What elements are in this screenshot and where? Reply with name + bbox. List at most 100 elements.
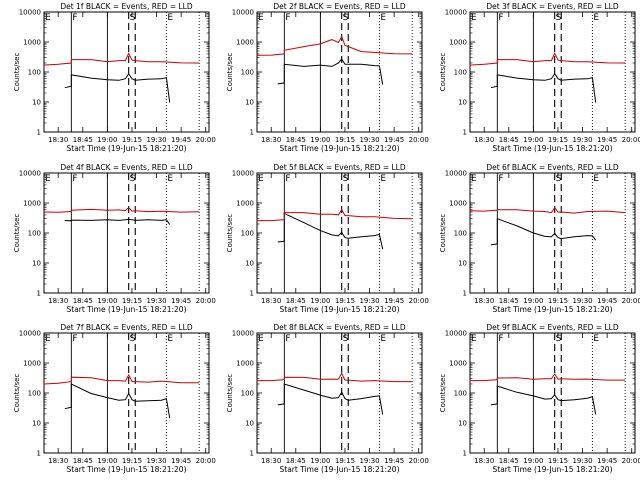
x-tick-label: 19:30 <box>146 136 166 144</box>
y-tick-label: 10000 <box>19 9 41 17</box>
lld-series-line <box>43 52 200 66</box>
lld-series-line <box>469 373 626 382</box>
detector-panel: Det 3f BLACK = Events, RED = LLD 1 10 100 10… <box>439 2 640 153</box>
event-marker-label: E <box>167 334 173 344</box>
y-tick-label: 10000 <box>445 9 467 17</box>
panel-title: Det 9f BLACK = Events, RED = LLD <box>486 323 619 332</box>
event-marker-label: E <box>258 174 264 184</box>
events-series-line <box>64 73 171 103</box>
lld-series-line <box>469 206 626 214</box>
y-tick-label: 1 <box>37 450 41 458</box>
y-axis-label: Counts/sec <box>13 214 21 253</box>
event-marker-label: S <box>130 174 136 184</box>
events-series-line <box>277 212 384 250</box>
plot-frame <box>43 11 210 133</box>
x-tick-label: 20:00 <box>622 297 640 305</box>
event-marker-label: E <box>167 174 173 184</box>
x-tick-label: 19:45 <box>597 297 617 305</box>
x-tick-label: 20:00 <box>196 136 216 144</box>
x-tick-label: 19:15 <box>335 136 355 144</box>
y-tick-label: 10 <box>245 99 254 107</box>
events-series-line <box>64 383 171 419</box>
y-tick-label: 1000 <box>23 200 41 208</box>
y-tick-label: 1000 <box>449 360 467 368</box>
event-marker-label: S <box>343 334 349 344</box>
y-axis-label: Counts/sec <box>226 214 234 253</box>
detector-panel: Det 7f BLACK = Events, RED = LLD 1 10 100 10… <box>13 323 216 474</box>
y-tick-label: 1 <box>250 129 254 137</box>
y-tick-label: 100 <box>241 230 254 238</box>
x-tick-label: 19:45 <box>384 297 404 305</box>
detector-panel: Det 1f BLACK = Events, RED = LLD 1 10 100 10… <box>13 2 216 153</box>
y-axis-label: Counts/sec <box>13 374 21 413</box>
event-marker-label: E <box>167 13 173 23</box>
x-tick-label: 19:00 <box>310 136 330 144</box>
panel-title: Det 5f BLACK = Events, RED = LLD <box>273 163 406 172</box>
y-tick-label: 10000 <box>232 330 254 338</box>
event-marker-label: E <box>471 334 477 344</box>
x-tick-label: 20:00 <box>622 136 640 144</box>
plot-frame <box>43 332 210 454</box>
x-tick-label: 19:00 <box>97 297 117 305</box>
events-series-line <box>490 217 597 246</box>
plot-frame <box>469 11 636 133</box>
detector-panel: Det 4f BLACK = Events, RED = LLD 1 10 100 10… <box>13 163 216 314</box>
x-tick-label: 19:15 <box>335 457 355 465</box>
x-tick-label: 20:00 <box>409 297 429 305</box>
y-tick-label: 10000 <box>232 170 254 178</box>
event-marker-label: F <box>285 174 290 184</box>
lld-series-line <box>469 52 626 66</box>
event-marker-label: E <box>593 174 599 184</box>
y-tick-label: 1000 <box>23 360 41 368</box>
event-marker-label: F <box>72 13 77 23</box>
x-tick-label: 18:30 <box>261 457 281 465</box>
plot-frame <box>256 332 423 454</box>
y-tick-label: 1000 <box>236 360 254 368</box>
y-tick-label: 10 <box>245 260 254 268</box>
x-tick-label: 19:00 <box>523 297 543 305</box>
events-series-line <box>277 383 384 415</box>
y-tick-label: 100 <box>454 390 467 398</box>
x-tick-label: 18:45 <box>499 457 519 465</box>
x-tick-label: 19:30 <box>359 297 379 305</box>
x-tick-label: 18:45 <box>73 136 93 144</box>
y-tick-label: 1 <box>250 290 254 298</box>
events-series-line <box>490 385 597 415</box>
y-tick-label: 1 <box>250 450 254 458</box>
plot-frame <box>256 172 423 294</box>
event-marker-label: F <box>285 13 290 23</box>
event-marker-label: F <box>72 174 77 184</box>
event-marker-label: F <box>285 334 290 344</box>
event-marker-label: E <box>471 174 477 184</box>
y-axis-label: Counts/sec <box>226 374 234 413</box>
x-tick-label: 18:30 <box>474 297 494 305</box>
y-tick-label: 10 <box>32 260 41 268</box>
y-tick-label: 100 <box>241 390 254 398</box>
y-tick-label: 1 <box>37 129 41 137</box>
panel-title: Det 8f BLACK = Events, RED = LLD <box>273 323 406 332</box>
x-tick-label: 18:30 <box>261 297 281 305</box>
x-tick-label: 19:00 <box>310 297 330 305</box>
x-tick-label: 20:00 <box>409 136 429 144</box>
event-marker-label: E <box>258 334 264 344</box>
x-tick-label: 18:45 <box>73 457 93 465</box>
y-axis-label: Counts/sec <box>439 53 447 92</box>
x-tick-label: 19:45 <box>384 457 404 465</box>
y-axis-label: Counts/sec <box>439 374 447 413</box>
x-tick-label: 18:45 <box>499 136 519 144</box>
x-axis-label: Start Time (19-Jun-15 18:21:20) <box>67 144 187 153</box>
plot-frame <box>469 332 636 454</box>
x-tick-label: 19:30 <box>572 297 592 305</box>
event-marker-label: E <box>593 334 599 344</box>
x-tick-label: 19:30 <box>359 136 379 144</box>
event-marker-label: F <box>72 334 77 344</box>
event-marker-label: E <box>380 13 386 23</box>
x-tick-label: 18:30 <box>48 297 68 305</box>
x-tick-label: 19:45 <box>597 136 617 144</box>
x-axis-label: Start Time (19-Jun-15 18:21:20) <box>493 144 613 153</box>
x-tick-label: 19:30 <box>146 457 166 465</box>
x-axis-label: Start Time (19-Jun-15 18:21:20) <box>67 305 187 314</box>
x-tick-label: 18:45 <box>73 297 93 305</box>
x-tick-label: 18:30 <box>474 136 494 144</box>
